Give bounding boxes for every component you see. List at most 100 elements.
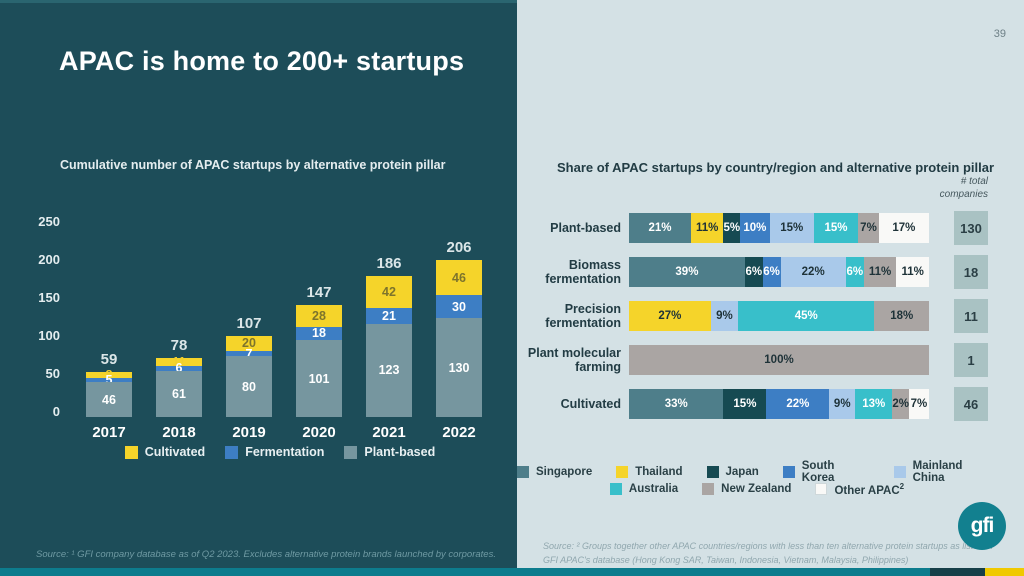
bar-segment: 11% [690, 213, 724, 243]
bar-column: 186 42 21 123 [366, 255, 412, 417]
bar-segment: 15% [723, 389, 767, 419]
legend-label: Fermentation [245, 445, 325, 459]
bar-segment: 21 [366, 307, 412, 324]
bar-segment: 30 [436, 295, 482, 319]
bar-segment: 39% [629, 257, 745, 287]
legend-item: Plant-based [344, 445, 435, 459]
bar-column: 206 46 30 130 [436, 239, 482, 417]
legend-label: South Korea [801, 460, 835, 484]
bar-segment-label: 10% [743, 222, 767, 234]
bar-segment-label: 27% [658, 310, 682, 322]
left-panel: APAC is home to 200+ startups Cumulative… [0, 0, 517, 576]
bar-segment: 9% [710, 301, 739, 331]
legend-item: Other APAC2 [815, 482, 904, 497]
legend-superscript: 2 [899, 482, 905, 491]
bottom-strip-teal [0, 568, 930, 576]
right-chart-legend-row-2: Australia New Zealand Other APAC2 [517, 482, 997, 497]
legend-item: New Zealand [702, 482, 791, 497]
bar-segment-label: 28 [312, 308, 326, 323]
y-axis-tick: 150 [38, 290, 60, 305]
bar-segment-label: 22% [801, 266, 825, 278]
bar-total-label: 147 [306, 284, 332, 302]
legend-item: Singapore [517, 460, 592, 484]
x-axis-label: 2021 [372, 424, 406, 441]
bar-segment-label: 101 [308, 371, 330, 386]
bar-segment-label: 45% [794, 310, 818, 322]
bar-segment: 10% [740, 213, 770, 243]
bar-segment: 46 [86, 382, 132, 417]
legend-label: New Zealand [721, 483, 792, 496]
bar-segment: 27% [629, 301, 711, 331]
bar-segment: 11% [896, 257, 930, 287]
bar-segment-label: 15% [824, 222, 848, 234]
bar-segment: 7% [908, 389, 929, 419]
bar-segment-label: 22% [786, 398, 810, 410]
bar-segment-label: 130 [448, 360, 470, 375]
row-bar: 100% [629, 345, 929, 375]
bar-segment: 18% [874, 301, 929, 331]
total-companies-box: 1 [954, 343, 988, 377]
legend-swatch [893, 466, 906, 478]
bar-segment-label: 11% [901, 266, 924, 278]
bar-segment: 28 [296, 305, 342, 327]
legend-swatch [815, 483, 828, 496]
bar-segment-label: 8 [105, 368, 113, 383]
bar-segment-label: 9% [716, 310, 733, 322]
bar-total-label: 107 [236, 314, 262, 332]
bar-segment: 18 [296, 326, 342, 341]
bar-segment: 5% [723, 213, 741, 243]
legend-label: Cultivated [144, 445, 206, 459]
bottom-strip [0, 568, 1024, 576]
bar-segment-label: 61 [172, 386, 186, 401]
bar-segment: 11 [156, 356, 202, 368]
x-axis-label: 2018 [162, 424, 196, 441]
bar-segment: 101 [296, 340, 342, 417]
legend-swatch [344, 445, 358, 459]
row-bar: 21% 11% 5% 10% 15% 15% 7% 17% [629, 213, 929, 243]
bar-segment: 80 [226, 356, 272, 417]
bar-segment-label: 5% [723, 222, 741, 234]
legend-swatch [702, 483, 715, 496]
bar-segment: 61 [156, 370, 202, 417]
legend-item: Thailand [616, 460, 683, 484]
bar-column: 147 28 18 101 [296, 284, 342, 417]
bar-segment: 13% [855, 389, 893, 419]
bar-segment: 22% [780, 257, 846, 287]
total-companies-box: 130 [954, 211, 988, 245]
bar-segment-label: 21 [382, 308, 396, 323]
bar-segment: 130 [436, 318, 482, 417]
bar-segment-label: 15% [733, 398, 757, 410]
bar-column: 78 11 6 61 [156, 337, 202, 417]
top-accent-bar [0, 0, 517, 3]
y-axis-tick: 200 [38, 252, 60, 267]
bar-segment: 45% [738, 301, 875, 331]
bar-segment-label: 15% [780, 222, 804, 234]
legend-item: Australia [609, 482, 678, 497]
bar-segment: 5 [86, 374, 132, 386]
total-companies-box: 46 [954, 387, 988, 421]
total-companies-box: 11 [954, 299, 988, 333]
bar-segment-label: 9% [833, 398, 851, 410]
bar-segment-label: 46 [452, 270, 466, 285]
legend-swatch [616, 466, 629, 478]
bar-segment-label: 7 [245, 346, 253, 361]
page-number: 39 [993, 28, 1006, 40]
bar-segment: 8 [86, 368, 132, 383]
legend-swatch [609, 483, 622, 496]
right-source-note: Source: ² Groups together other APAC cou… [543, 541, 993, 565]
page-title: APAC is home to 200+ startups [59, 46, 465, 76]
bar-segment-label: 18% [890, 310, 914, 322]
bar-total-label: 186 [376, 254, 402, 272]
bar-segment-label: 21% [648, 222, 672, 234]
legend-label: Japan [725, 466, 759, 478]
bar-segment-label: 2% [892, 398, 909, 410]
bar-segment-label: 30 [452, 299, 466, 314]
bar-segment: 7 [226, 347, 272, 360]
x-axis-label: 2022 [442, 424, 476, 441]
left-source-note: Source: ¹ GFI company database as of Q2 … [36, 549, 496, 560]
bar-segment: 6% [845, 257, 864, 287]
bar-column: 59 8 5 46 [86, 351, 132, 417]
bar-segment: 11% [863, 257, 897, 287]
row-bar: 33% 15% 22% 9% 13% 2% 7% [629, 389, 929, 419]
